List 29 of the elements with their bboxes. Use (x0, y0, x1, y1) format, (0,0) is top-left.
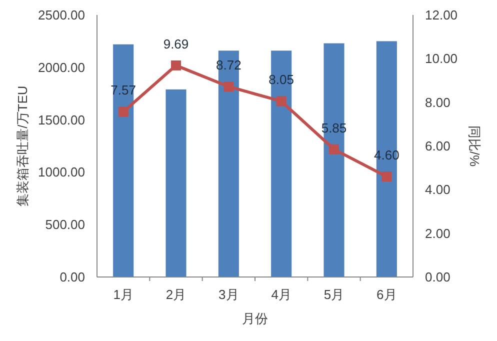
bar (271, 50, 292, 277)
bar (166, 89, 186, 277)
data-label: 9.69 (163, 36, 189, 52)
y2-tick-label: 8.00 (425, 94, 450, 110)
x-axis-title: 月份 (242, 311, 268, 326)
y2-tick-label: 12.00 (425, 8, 458, 22)
y2-axis-title: 同比/% (467, 125, 482, 168)
y-tick-label: 500.00 (45, 217, 85, 232)
y2-tick-label: 6.00 (425, 138, 450, 154)
y2-tick-label: 0.00 (425, 270, 450, 284)
x-tick-label: 1月 (113, 287, 134, 302)
x-tick-label: 5月 (324, 287, 344, 302)
y2-tick-label: 2.00 (425, 226, 450, 241)
bar (218, 50, 239, 277)
y2-tick-label: 4.00 (425, 182, 450, 198)
y-tick-label: 1500.00 (38, 112, 85, 128)
y-tick-label: 0.00 (60, 270, 85, 284)
y-axis-title: 集装箱吞吐量/万TEU (15, 86, 30, 206)
y2-tick-label: 10.00 (425, 51, 458, 66)
x-tick-label: 6月 (376, 287, 397, 302)
y-tick-label: 2000.00 (38, 60, 85, 75)
bar (376, 41, 397, 277)
y-tick-label: 2500.00 (38, 8, 85, 22)
y-tick-label: 1000.00 (38, 164, 85, 180)
bar (113, 44, 134, 277)
x-tick-label: 4月 (271, 287, 292, 302)
x-tick-label: 2月 (166, 287, 186, 302)
x-tick-label: 3月 (218, 287, 239, 302)
bar (324, 43, 344, 277)
